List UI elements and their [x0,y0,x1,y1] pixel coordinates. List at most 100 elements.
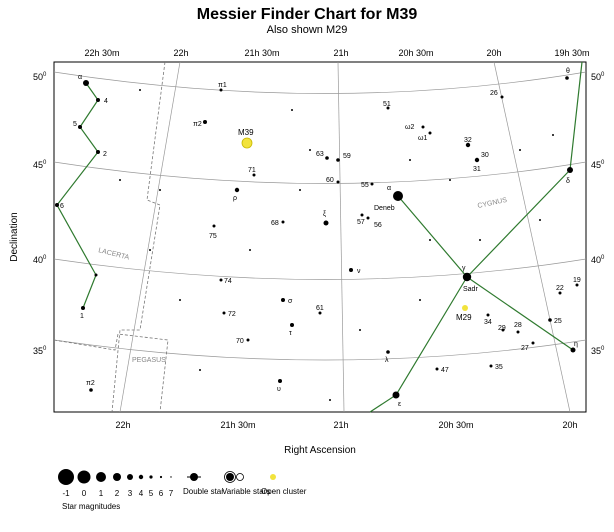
star [246,338,250,342]
y-axis-title: Declination [9,212,20,261]
star-label: 5 [73,121,77,128]
dec-tick-degree: 0 [43,72,47,78]
star-label: ν [357,268,361,275]
star-label: η [574,341,578,348]
ra-tick-bottom: 22h [115,420,130,430]
legend-double-star-label: Double star [183,487,224,496]
star-label: 26 [490,90,498,97]
star [278,379,282,383]
dec-grid-45 [53,161,587,184]
star [516,330,520,334]
legend-magnitude-label: 2 [115,489,120,498]
legend-mag-dot [170,476,172,478]
ra-grid-22h [119,61,181,413]
lacerta-lines [56,82,99,309]
field-star [419,299,421,301]
constellation-label-lacerta: LACERTA [98,247,131,262]
dec-tick-left: 400 [33,255,47,265]
star [219,278,223,282]
field-star [149,249,151,251]
constellation-label-pegasus: PEGASUS [132,357,166,364]
star [558,291,562,295]
star-label: γ [462,265,466,272]
dec-tick-right: 500 [591,72,605,82]
ra-tick-bottom: 20h [562,420,577,430]
star [370,182,374,186]
field-star [359,329,361,331]
legend-magnitude-label: 1 [99,489,104,498]
plot-frame [53,61,587,413]
field-star [309,149,311,151]
legend-mag-dot [77,470,91,484]
star [212,224,216,228]
constellation-label-cygnus: CYGNUS [477,197,508,210]
star [325,156,329,160]
star [96,98,100,102]
field-star [429,239,431,241]
star-label: 25 [554,318,562,325]
star-label: Deneb [374,205,395,212]
star-label: 63 [316,151,324,158]
dec-tick-right: 450 [591,160,605,170]
legend-magnitude-label: 5 [149,489,154,498]
legend-variable-star [226,473,234,481]
legend-open-cluster [270,474,276,480]
dec-tick-value: 35 [591,346,601,356]
star [501,328,505,332]
ra-tick-top: 22h [173,48,188,58]
star [392,391,400,399]
star-label: ξ [323,211,326,218]
cygnus-lines [397,61,583,278]
legend-magnitude-label: 7 [169,489,174,498]
legend-open-cluster-label: Open cluster [261,487,307,496]
star [203,120,207,124]
legend-magnitude-labels: -1 0 1 2 3 4 5 6 7 [62,489,173,498]
star [386,106,390,110]
star [474,157,480,163]
ra-tick-bottom: 21h 30m [220,420,255,430]
star [349,268,353,272]
star-label: 19 [573,277,581,284]
m39-cluster [241,137,253,149]
ra-tick-top: 19h 30m [554,48,589,58]
deneb-star [393,191,403,201]
star [281,220,285,224]
legend-mag-dot [113,473,121,481]
field-star [552,134,554,136]
star [252,173,256,177]
star [336,180,340,184]
star [548,318,552,322]
star-label: υ [277,386,281,393]
star-label: 74 [224,278,232,285]
ra-grid-20h [493,61,571,413]
star-label: 72 [228,311,236,318]
star-label: τ [289,330,292,337]
star [323,220,329,226]
field-star [291,109,293,111]
m29-cluster [462,305,468,311]
star [575,283,579,287]
dec-tick-degree: 0 [601,255,605,261]
ra-tick-bottom: 20h 30m [438,420,473,430]
legend-mag-dot [138,474,144,480]
star [421,125,425,129]
star-label: 75 [209,233,217,240]
field-star [479,239,481,241]
star [366,216,370,220]
star-label: σ [288,298,293,305]
legend-mag-dot [96,472,106,482]
star-label: 29 [498,325,506,332]
dec-grid-40 [53,258,587,280]
star [486,313,490,317]
dec-tick-value: 35 [33,346,43,356]
dec-tick-left: 350 [33,346,47,356]
star-label: π1 [218,82,227,89]
star [78,125,82,129]
legend-mag-dot [149,475,153,479]
ra-tick-top: 22h 30m [84,48,119,58]
legend-magnitude-label: 4 [139,489,144,498]
x-axis-title: Right Ascension [284,445,356,456]
dec-tick-degree: 0 [43,160,47,166]
cygnus-lines-3 [369,276,468,413]
